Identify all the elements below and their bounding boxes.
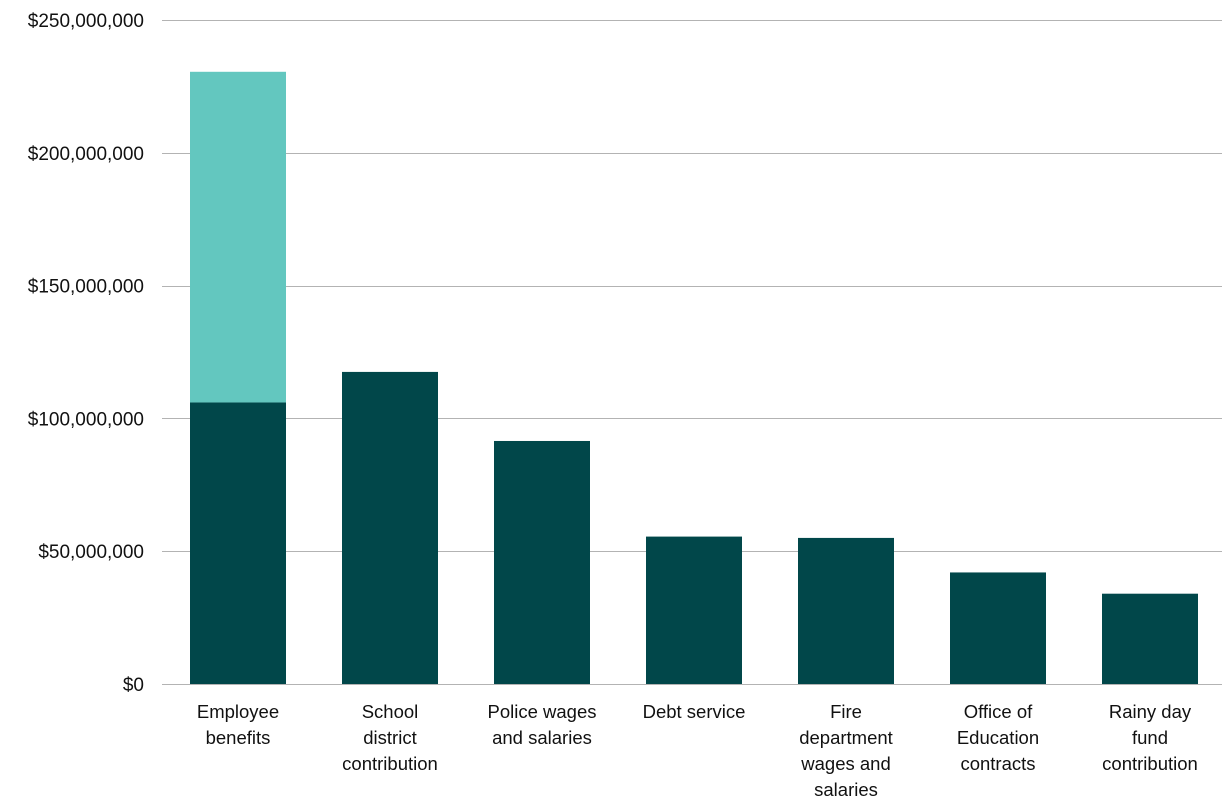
y-tick-label: $50,000,000 (38, 542, 144, 563)
y-axis-tick-labels: $0 $50,000,000 $100,000,000 $150,000,000 $20… (28, 11, 144, 696)
x-category-label: Rainy day (1109, 701, 1192, 722)
x-category-label: wages and (800, 753, 890, 774)
x-category-label: Debt service (643, 701, 746, 722)
bar-segment (798, 537, 894, 684)
x-axis-category-labels: Employee benefits School district contributi… (197, 701, 1198, 799)
x-category-label: Education (957, 727, 1039, 748)
x-category-label: fund (1132, 727, 1168, 748)
y-tick-label: $200,000,000 (28, 144, 144, 165)
x-category-label: benefits (206, 727, 271, 748)
x-category-label: district (363, 727, 416, 748)
bar-segment (190, 71, 286, 403)
x-category-label: Office of (964, 701, 1033, 722)
x-category-label: School (362, 701, 419, 722)
x-category-label: Fire (830, 701, 862, 722)
x-category-label: contribution (1102, 753, 1198, 774)
y-tick-label: $150,000,000 (28, 277, 144, 298)
bars (190, 71, 1198, 684)
x-category-label: Police wages (487, 701, 596, 722)
bar-segment (1102, 593, 1198, 684)
x-category-label: salaries (814, 779, 878, 799)
x-category-label: department (799, 727, 893, 748)
y-tick-label: $250,000,000 (28, 11, 144, 32)
x-category-label: and salaries (492, 727, 592, 748)
bar-segment (950, 572, 1046, 684)
y-tick-label: $100,000,000 (28, 409, 144, 430)
x-category-label: Employee (197, 701, 279, 722)
bar-segment (190, 402, 286, 684)
bar-segment (342, 371, 438, 684)
bar-segment (646, 536, 742, 684)
gridlines (162, 20, 1222, 685)
x-category-label: contribution (342, 753, 438, 774)
y-tick-label: $0 (123, 675, 144, 696)
bar-segment (494, 440, 590, 684)
x-category-label: contracts (960, 753, 1035, 774)
